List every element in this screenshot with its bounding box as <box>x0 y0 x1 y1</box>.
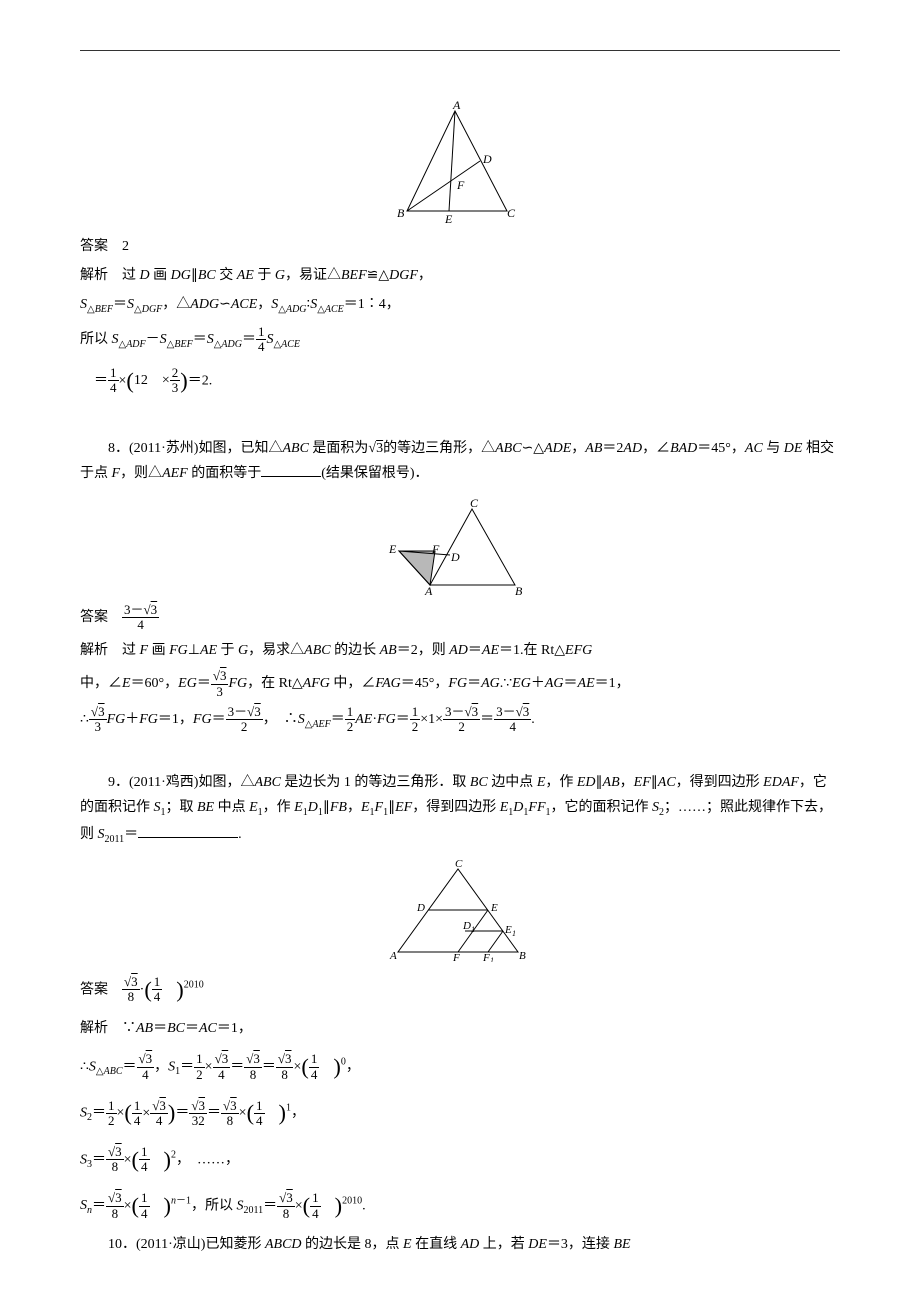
svg-text:A: A <box>389 950 397 962</box>
answer-9: 答案 √38·14 2010 <box>80 970 840 1010</box>
analysis-9-line1: 解析 ∵AB＝BC＝AC＝1， <box>80 1016 840 1041</box>
svg-text:D: D <box>416 902 425 914</box>
svg-text:E: E <box>388 542 397 556</box>
answer-7: 答案 2 <box>80 234 840 259</box>
svg-text:D: D <box>482 152 492 166</box>
answer-8: 答案 3－√34 <box>80 603 840 633</box>
analysis-9-line2: ∴S△ABC＝√34，S1＝12×√34＝√38＝√38×14 0， <box>80 1047 840 1087</box>
figure-2: C A B E D F <box>80 495 840 595</box>
svg-text:A: A <box>452 101 461 112</box>
analysis-9-line4: S3＝√38×14 2， ……， <box>80 1140 840 1180</box>
triangle-diagram-1: A B C D E F <box>395 101 525 226</box>
svg-text:E: E <box>490 902 498 914</box>
svg-text:A: A <box>424 584 433 595</box>
svg-text:E: E <box>504 924 512 936</box>
analysis-7-line1: 解析 过 D 画 DG∥BC 交 AE 于 G，易证△BEF≌△DGF， <box>80 263 840 288</box>
svg-text:F: F <box>456 178 465 192</box>
svg-text:B: B <box>519 950 526 962</box>
blank-9 <box>138 823 238 838</box>
svg-text:C: C <box>455 858 463 870</box>
figure-1: A B C D E F <box>80 101 840 226</box>
svg-text:E: E <box>444 212 453 226</box>
analysis-8-line1: 解析 过 F 画 FG⊥AE 于 G，易求△ABC 的边长 AB＝2，则 AD＝… <box>80 638 840 663</box>
svg-text:B: B <box>397 206 405 220</box>
svg-text:D: D <box>450 550 460 564</box>
analysis-9-line5: Sn＝√38×14 n－1，所以 S2011＝√38×14 2010. <box>80 1186 840 1226</box>
svg-text:F: F <box>452 952 460 962</box>
triangle-diagram-3: C A B D E D1 E1 F F1 <box>383 857 538 962</box>
analysis-7-line2: S△BEF＝S△DGF，△ADG∽ACE，S△ADG∶S△ACE＝1∶4， <box>80 292 840 319</box>
analysis-7-line4: ＝14×12 ×23＝2. <box>80 361 840 401</box>
svg-text:1: 1 <box>471 925 475 934</box>
analysis-9-line3: S2＝12×14×√34＝√332＝√38×14 1， <box>80 1093 840 1133</box>
svg-text:1: 1 <box>512 929 516 938</box>
svg-text:C: C <box>507 206 516 220</box>
problem-8: 8．(2011·苏州)如图，已知△ABC 是面积为√3的等边三角形，△ABC∽△… <box>80 436 840 486</box>
figure-3: C A B D E D1 E1 F F1 <box>80 857 840 962</box>
svg-text:F: F <box>431 542 440 556</box>
analysis-8-line2: 中，∠E＝60°，EG＝√33FG，在 Rt△AFG 中，∠FAG＝45°，FG… <box>80 669 840 699</box>
svg-text:D: D <box>462 920 471 932</box>
header-rule <box>80 50 840 51</box>
analysis-8-line3: ∴√33FG＋FG＝1，FG＝3－√32， ∴S△AEF＝12AE·FG＝12×… <box>80 705 840 735</box>
svg-text:F: F <box>482 952 490 962</box>
problem-10: 10．(2011·凉山)已知菱形 ABCD 的边长是 8，点 E 在直线 AD … <box>80 1232 840 1257</box>
svg-text:1: 1 <box>490 956 494 962</box>
triangle-diagram-2: C A B E D F <box>385 495 535 595</box>
blank-8 <box>261 462 321 477</box>
svg-text:C: C <box>470 496 479 510</box>
problem-9: 9．(2011·鸡西)如图，△ABC 是边长为 1 的等边三角形．取 BC 边中… <box>80 770 840 849</box>
svg-text:B: B <box>515 584 523 595</box>
analysis-7-line3: 所以 S△ADF－S△BEF＝S△ADG＝14S△ACE <box>80 325 840 355</box>
